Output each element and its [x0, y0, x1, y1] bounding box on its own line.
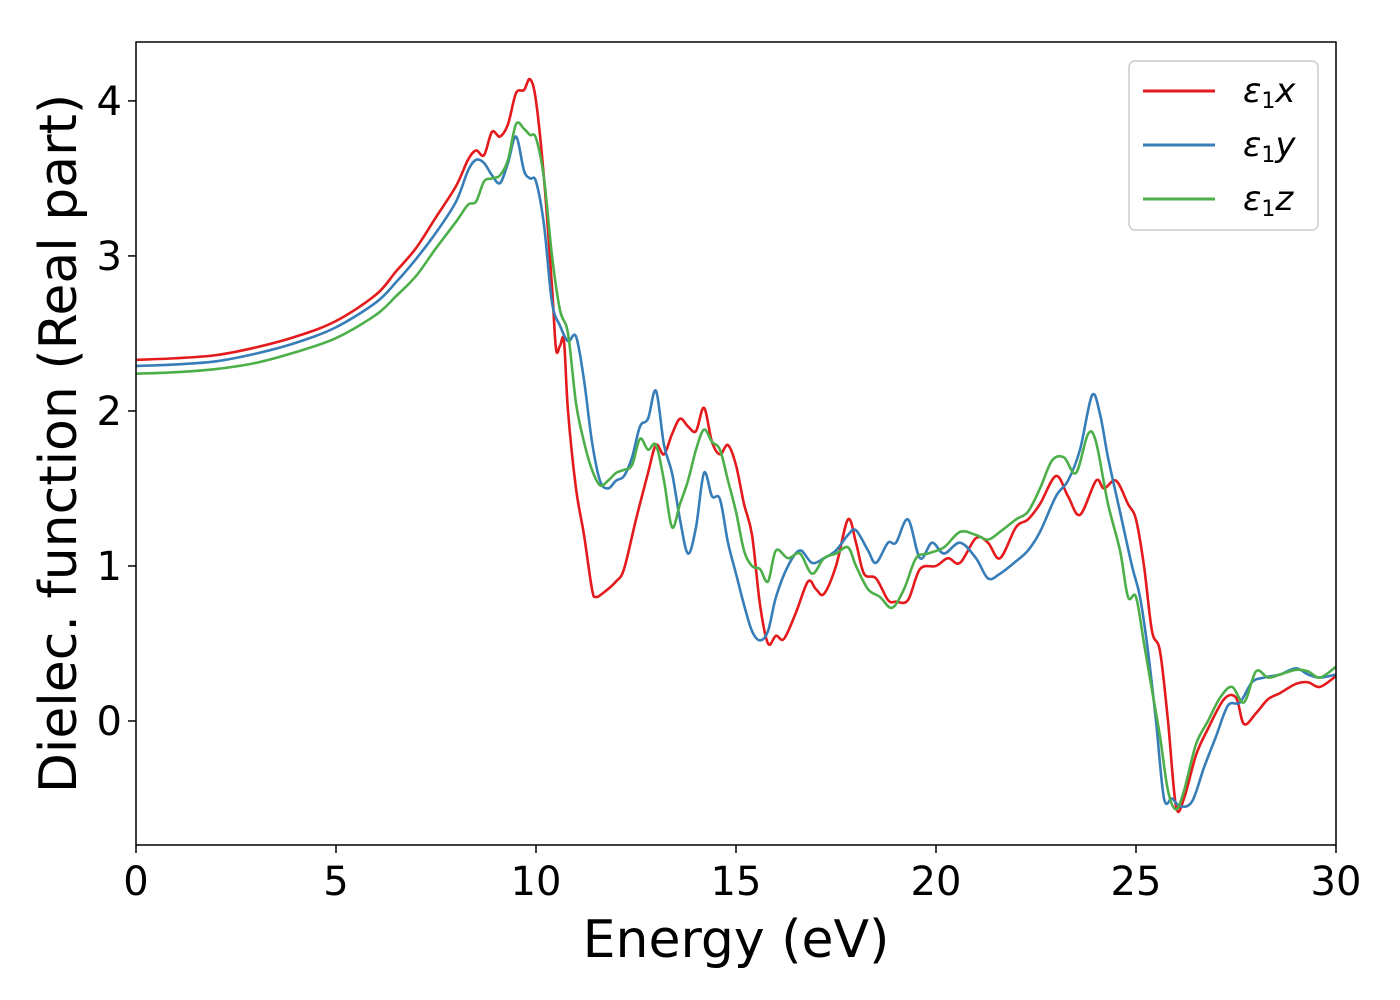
series-line-x: [136, 77, 1336, 814]
x-tick-label: 30: [1311, 859, 1362, 905]
legend-frame: [1128, 60, 1319, 231]
x-tick-label: 10: [511, 859, 562, 905]
x-axis: 0 5 10 15 20 25 30: [123, 845, 1361, 905]
y-axis: 0 1 2 3 4: [97, 79, 136, 745]
x-tick-label: 5: [323, 859, 348, 905]
y-axis-label: Dielec. function (Real part): [29, 94, 89, 793]
y-tick-label: 1: [97, 544, 122, 590]
y-tick-label: 3: [97, 234, 122, 280]
x-tick-label: 25: [1111, 859, 1162, 905]
x-tick-label: 20: [911, 859, 962, 905]
x-tick-label: 0: [123, 859, 148, 905]
x-tick-label: 15: [711, 859, 762, 905]
x-axis-label: Energy (eV): [583, 910, 890, 970]
y-tick-label: 4: [97, 79, 122, 125]
series-line-z: [136, 121, 1336, 811]
legend-label-y: ε1y: [1243, 125, 1296, 168]
y-tick-label: 0: [97, 699, 122, 745]
y-tick-label: 2: [97, 389, 122, 435]
legend-label-x: ε1x: [1243, 71, 1296, 114]
legend-label-z: ε1z: [1243, 179, 1294, 222]
legend: ε1x ε1y ε1z: [1128, 60, 1319, 231]
plot-lines: [136, 77, 1336, 814]
